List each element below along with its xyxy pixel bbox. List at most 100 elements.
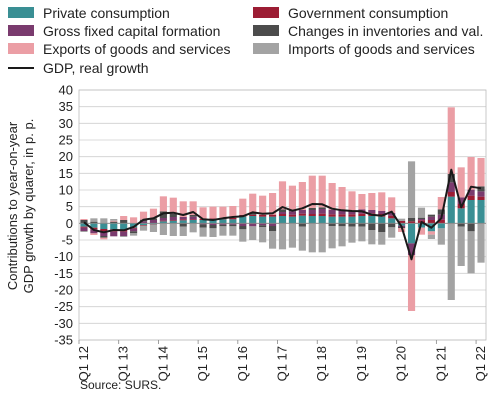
bar-segment (139, 221, 148, 224)
bar-segment (417, 207, 426, 218)
bar-segment (110, 223, 118, 230)
bar-segment (318, 216, 326, 224)
bar-segment (417, 227, 426, 235)
y-tick-label: -10 (54, 249, 73, 264)
bar-segment (278, 209, 287, 212)
bar-segment (437, 209, 445, 215)
bar-segment (189, 219, 197, 220)
bar-segment (407, 243, 416, 255)
bar-segment (159, 220, 167, 222)
bar-segment (368, 230, 376, 245)
bar-segment (80, 227, 88, 231)
bar-segment (239, 198, 247, 215)
legend-label: Changes in inventories and val. (288, 22, 484, 39)
bar-segment (457, 208, 465, 224)
bar-segment (159, 211, 167, 218)
bar-segment (427, 214, 435, 217)
bar-segment (437, 197, 445, 210)
bar-segment (288, 214, 297, 217)
bar-segment (268, 193, 277, 215)
y-tick-label: 10 (59, 183, 73, 198)
x-tick-label: Q1 18 (314, 346, 329, 381)
bar-segment (179, 219, 187, 221)
bar-segment (457, 223, 465, 227)
bar-segment (447, 192, 455, 197)
bar-segment (149, 220, 158, 224)
bar-segment (259, 195, 267, 215)
legend-item-government-consumption: Government consumption (253, 4, 448, 21)
bar-segment (268, 231, 277, 249)
bar-segment (467, 189, 475, 196)
bar-segment (229, 224, 237, 227)
bar-segment (80, 231, 88, 232)
bar-segment (378, 192, 386, 211)
bar-segment (249, 223, 257, 227)
bar-segment (209, 225, 217, 229)
bar-segment (278, 214, 287, 216)
bar-segment (427, 220, 435, 224)
bar-segment (338, 216, 346, 224)
bar-segment (120, 236, 128, 237)
bar-segment (288, 211, 297, 215)
bar-segment (477, 158, 485, 187)
bar-segment (139, 211, 148, 220)
bar-segment (368, 210, 376, 214)
bar-segment (179, 217, 187, 220)
bar-segment (110, 221, 118, 224)
bar-segment (398, 221, 406, 224)
bar-segment (358, 223, 366, 227)
bar-segment (268, 216, 277, 224)
bar-segment (120, 223, 128, 230)
bar-segment (90, 227, 98, 230)
bar-segment (308, 223, 316, 253)
source-note: Source: SURS. (80, 378, 162, 392)
bar-segment (298, 210, 306, 214)
bar-segment (348, 223, 356, 227)
bar-segment (80, 226, 88, 228)
bar-segment (189, 223, 197, 233)
legend-item-gross-fixed-capital-formation: Gross fixed capital formation (8, 22, 220, 39)
y-tick-label: 20 (59, 149, 73, 164)
bar-segment (100, 236, 108, 238)
legend-line-swatch (8, 66, 34, 69)
bar-segment (298, 226, 306, 251)
bar-segment (179, 226, 187, 236)
y-tick-label: -20 (54, 283, 73, 298)
bar-segment (120, 220, 128, 224)
bar-segment (477, 196, 485, 200)
bar-segment (130, 217, 138, 224)
bar-segment (298, 223, 306, 227)
bar-segment (179, 201, 187, 217)
bar-segment (219, 226, 227, 236)
x-tick-label: Q1 13 (116, 346, 131, 381)
bar-segment (249, 214, 257, 216)
bar-segment (388, 215, 396, 219)
bar-segment (338, 210, 346, 215)
legend-item-private-consumption: Private consumption (8, 4, 170, 21)
bar-segment (239, 216, 247, 224)
bar-segment (149, 224, 158, 225)
bar-segment (100, 237, 108, 240)
bar-segment (398, 223, 406, 226)
legend-item-gdp-real-growth: GDP, real growth (8, 59, 149, 76)
bar-segment (437, 228, 445, 245)
bar-segment (199, 220, 207, 224)
bar-segment (348, 216, 356, 224)
bar-segment (209, 228, 217, 237)
y-tick-label: -25 (54, 299, 73, 314)
bar-segment (378, 232, 386, 245)
bar-segment (259, 223, 267, 226)
bar-segment (447, 182, 455, 192)
bar-segment (407, 221, 416, 224)
bar-segment (130, 228, 138, 232)
x-tick-label: Q1 22 (473, 346, 488, 381)
legend-item-changes-in-inventories: Changes in inventories and val. (253, 22, 483, 39)
bar-segment (318, 207, 326, 209)
bar-segment (169, 223, 177, 236)
bar-segment (139, 223, 148, 225)
bar-segment (130, 223, 138, 228)
legend: Private consumption Government consumpti… (8, 4, 488, 80)
bar-segment (189, 215, 197, 217)
bar-segment (199, 223, 207, 225)
bar-segment (437, 219, 445, 224)
